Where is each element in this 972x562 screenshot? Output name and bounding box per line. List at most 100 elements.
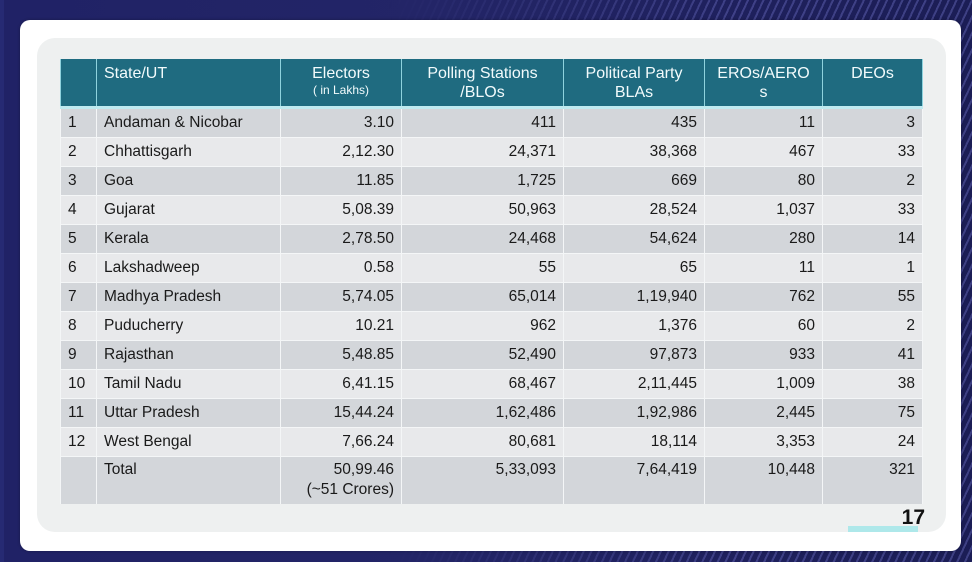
row-eros: 1,037 (704, 194, 823, 224)
row-state: Uttar Pradesh (96, 397, 281, 427)
header-state-label: State/UT (104, 65, 168, 82)
row-serial: 3 (60, 165, 97, 195)
total-eros: 10,448 (704, 455, 823, 504)
header-eros-line2: s (759, 84, 768, 101)
row-state: Tamil Nadu (96, 368, 281, 398)
row-serial: 12 (60, 426, 97, 456)
row-party: 38,368 (563, 136, 705, 166)
header-electors-label: Electors (312, 65, 370, 82)
table-row: 1 Andaman & Nicobar 3.10 411 435 11 3 (60, 106, 923, 137)
row-serial: 8 (60, 310, 97, 340)
row-eros: 762 (704, 281, 823, 311)
total-polling: 5,33,093 (401, 455, 564, 504)
row-eros: 11 (704, 106, 823, 137)
row-polling: 55 (401, 252, 564, 282)
page-number-accent-bar (848, 526, 918, 532)
table-row: 12 West Bengal 7,66.24 80,681 18,114 3,3… (60, 426, 923, 456)
row-eros: 80 (704, 165, 823, 195)
row-party: 435 (563, 106, 705, 137)
row-polling: 411 (401, 106, 564, 137)
row-party: 2,11,445 (563, 368, 705, 398)
total-deos: 321 (822, 455, 923, 504)
row-serial: 6 (60, 252, 97, 282)
row-serial: 1 (60, 106, 97, 137)
header-state: State/UT (96, 59, 281, 109)
header-party-blas: Political Party BLAs (563, 59, 705, 109)
table-row: 11 Uttar Pradesh 15,44.24 1,62,486 1,92,… (60, 397, 923, 427)
row-eros: 2,445 (704, 397, 823, 427)
row-party: 1,19,940 (563, 281, 705, 311)
slide-card: State/UT Electors ( in Lakhs) Polling St… (20, 20, 961, 551)
row-electors: 0.58 (280, 252, 402, 282)
row-polling: 50,963 (401, 194, 564, 224)
row-deos: 33 (822, 136, 923, 166)
header-electors-unit: ( in Lakhs) (312, 83, 370, 97)
row-polling: 24,371 (401, 136, 564, 166)
row-serial: 11 (60, 397, 97, 427)
header-polling-line2: /BLOs (460, 84, 505, 101)
electoral-roll-table: State/UT Electors ( in Lakhs) Polling St… (60, 59, 923, 504)
table-panel: State/UT Electors ( in Lakhs) Polling St… (37, 38, 946, 532)
row-serial: 4 (60, 194, 97, 224)
row-state: Chhattisgarh (96, 136, 281, 166)
row-state: Madhya Pradesh (96, 281, 281, 311)
row-party: 65 (563, 252, 705, 282)
table-header-row: State/UT Electors ( in Lakhs) Polling St… (60, 59, 923, 109)
row-electors: 3.10 (280, 106, 402, 137)
row-serial: 2 (60, 136, 97, 166)
row-state: Gujarat (96, 194, 281, 224)
row-deos: 2 (822, 165, 923, 195)
row-serial: 9 (60, 339, 97, 369)
row-party: 1,92,986 (563, 397, 705, 427)
row-party: 97,873 (563, 339, 705, 369)
row-deos: 3 (822, 106, 923, 137)
row-eros: 3,353 (704, 426, 823, 456)
header-eros-line1: EROs/AERO (717, 65, 810, 82)
row-eros: 280 (704, 223, 823, 253)
header-deos: DEOs (822, 59, 923, 109)
total-label: Total (96, 455, 281, 504)
row-electors: 15,44.24 (280, 397, 402, 427)
total-party: 7,64,419 (563, 455, 705, 504)
row-deos: 1 (822, 252, 923, 282)
row-state: Lakshadweep (96, 252, 281, 282)
row-polling: 962 (401, 310, 564, 340)
row-polling: 24,468 (401, 223, 564, 253)
table-row: 4 Gujarat 5,08.39 50,963 28,524 1,037 33 (60, 194, 923, 224)
row-party: 1,376 (563, 310, 705, 340)
row-state: Puducherry (96, 310, 281, 340)
row-deos: 2 (822, 310, 923, 340)
row-electors: 6,41.15 (280, 368, 402, 398)
row-electors: 5,48.85 (280, 339, 402, 369)
header-eros: EROs/AERO s (704, 59, 823, 109)
row-polling: 1,62,486 (401, 397, 564, 427)
table-row: 7 Madhya Pradesh 5,74.05 65,014 1,19,940… (60, 281, 923, 311)
row-state: Rajasthan (96, 339, 281, 369)
row-serial: 10 (60, 368, 97, 398)
row-polling: 80,681 (401, 426, 564, 456)
row-deos: 75 (822, 397, 923, 427)
total-serial (60, 455, 97, 504)
total-row: Total 50,99.46 (~51 Crores) 5,33,093 7,6… (60, 455, 923, 504)
page-number: 17 (901, 506, 925, 529)
row-electors: 7,66.24 (280, 426, 402, 456)
row-electors: 5,08.39 (280, 194, 402, 224)
row-polling: 52,490 (401, 339, 564, 369)
header-party-line2: BLAs (614, 84, 654, 101)
row-deos: 38 (822, 368, 923, 398)
row-eros: 11 (704, 252, 823, 282)
row-deos: 24 (822, 426, 923, 456)
row-eros: 467 (704, 136, 823, 166)
row-electors: 11.85 (280, 165, 402, 195)
row-electors: 5,74.05 (280, 281, 402, 311)
table-row: 9 Rajasthan 5,48.85 52,490 97,873 933 41 (60, 339, 923, 369)
header-polling-line1: Polling Stations (427, 65, 538, 82)
row-state: Goa (96, 165, 281, 195)
total-electors: 50,99.46 (~51 Crores) (280, 455, 402, 504)
row-party: 54,624 (563, 223, 705, 253)
row-serial: 7 (60, 281, 97, 311)
row-eros: 1,009 (704, 368, 823, 398)
table-row: 3 Goa 11.85 1,725 669 80 2 (60, 165, 923, 195)
header-party-line1: Political Party (585, 65, 683, 82)
row-electors: 2,78.50 (280, 223, 402, 253)
